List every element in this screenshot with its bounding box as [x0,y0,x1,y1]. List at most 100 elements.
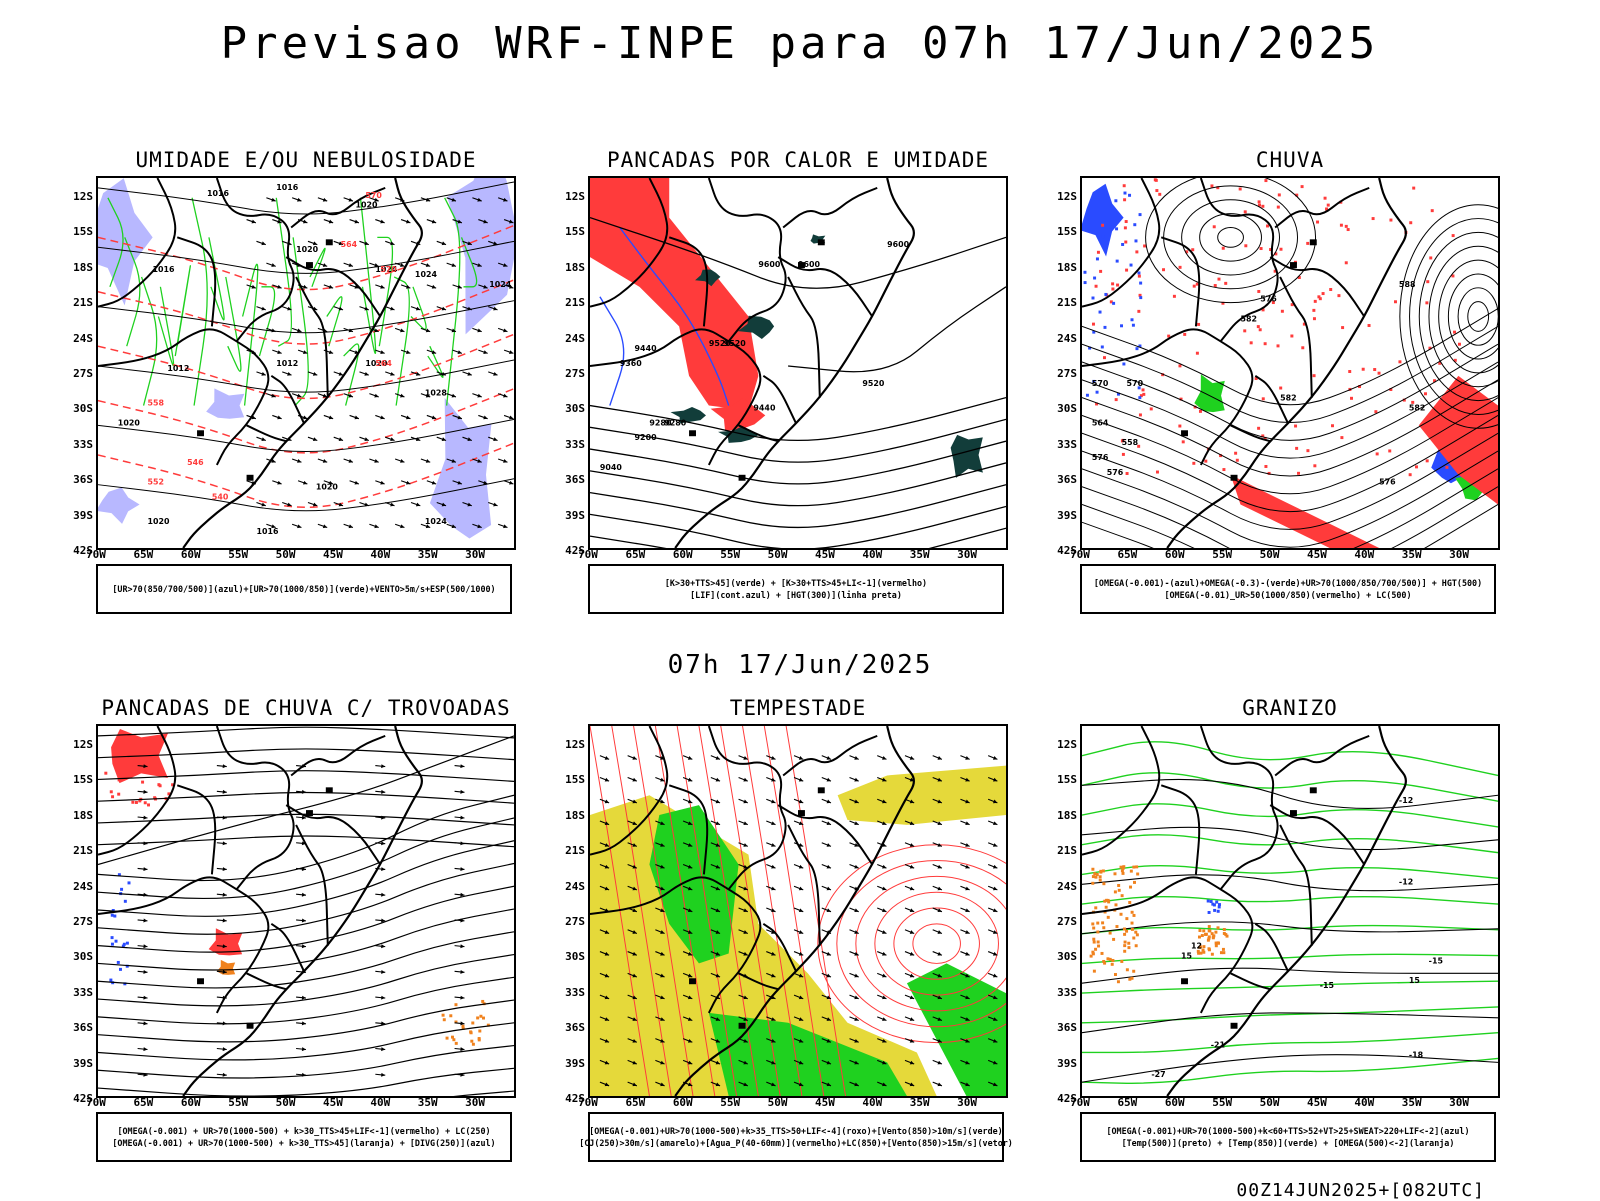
streamline-arrow [460,892,465,897]
wind-vector [798,908,804,913]
wind-vector [937,756,942,760]
wind-vector [503,524,508,529]
humidity-green-contour [444,197,461,406]
contour-label: 9520 [862,379,885,388]
lon-tick-label: 65W [625,1096,646,1109]
wind-vector [771,908,776,913]
map-canvas [98,726,514,1096]
wind-vector [798,886,804,891]
contour-label: 1020 [365,359,388,368]
wind-vector [965,973,970,978]
rain-red-speckle [1331,424,1334,428]
wind-vector [390,306,395,311]
contour-label: -21 [1211,1041,1225,1050]
lake-marker [325,239,333,246]
omega-blue-speckle [1123,191,1127,195]
omega-orange-speckle [1091,881,1095,885]
humidity-green-contour [410,286,427,330]
omega-orange-speckle [1207,937,1211,941]
jet-yellow-area [837,765,1006,825]
lat-tick-label: 39S [73,508,93,522]
streamline-arrow [143,1072,148,1077]
wind-vector [882,777,887,782]
temp500-contour [1082,778,1498,809]
country-border [782,186,878,229]
panel-title: PANCADAS POR CALOR E UMIDADE [606,148,989,172]
lat-tick-label: 24S [1057,879,1077,893]
omega-blue-speckle [1137,386,1141,390]
omega-blue-speckle [1131,323,1135,327]
omega-orange-speckle [1092,937,1096,941]
streamline-arrow [222,815,227,820]
omega-orange-speckle [1133,880,1136,884]
contour-label: 564 [1092,418,1109,427]
omega-orange-speckle [1207,948,1211,952]
wind-vector [937,1082,942,1087]
wind-vector [854,908,859,913]
contour-label: 540 [212,493,229,502]
omega-orange-speckle [1132,913,1136,917]
wind-vector [457,415,462,420]
wind-vector [400,328,405,333]
streamline [1438,259,1498,374]
wind-vector [632,1082,637,1087]
rain-red-speckle [1261,308,1265,312]
wind-vector [509,219,514,224]
rain-red-speckle [1258,203,1261,207]
rain-red-speckle [1111,287,1115,291]
lc850-contour [763,726,825,1096]
streamline [98,1022,514,1061]
height-contour [788,286,1006,373]
wind-vector [992,973,998,978]
streamline-arrow [222,1047,227,1052]
lon-tick-label: 35W [417,548,438,561]
wind-vector [477,459,482,463]
wind-vector [457,284,462,289]
lon-tick-label: 30W [957,1096,977,1109]
lc850-contour [590,726,650,1096]
lon-tick-label: 50W [275,548,296,561]
wind-vector [374,263,379,267]
omega-orange-speckle [1136,872,1140,876]
streamline-arrow [381,764,386,769]
wind-vector [348,524,353,529]
omega-orange-speckle [1214,941,1218,945]
lon-tick-label: 50W [1259,1096,1280,1109]
omega-orange-speckle [1130,976,1134,980]
omega-orange-speckle [1134,930,1138,934]
omega-orange-speckle [1091,867,1095,871]
streamline-arrow [222,789,227,794]
wind-vector [854,1082,859,1087]
storm-orange-speckle [470,1039,474,1043]
streamline-arrow [301,867,306,872]
wind-vector [271,524,276,529]
country-border [1082,726,1161,856]
streamline [1399,204,1498,429]
streamline [98,817,514,900]
temp850-contour [1082,772,1498,802]
lon-tick-label: 40W [1354,548,1375,561]
wind-vector [826,1017,831,1021]
streamline-arrow [143,1047,148,1052]
thickness-contour [98,442,514,508]
wind-vector [287,371,292,376]
omega-orange-speckle [1197,935,1201,939]
rain-red-speckle [1142,392,1146,396]
storm-red-speckle [134,800,138,804]
rain-red-speckle [1219,454,1223,458]
omega-blue-speckle [1138,396,1142,400]
rain-red-speckle [1120,439,1124,443]
rain-red-speckle [1167,334,1171,338]
wind-vector [348,197,353,202]
wind-vector [743,1017,748,1021]
wind-vector [632,995,637,1000]
country-border [707,726,787,890]
contour-label: 1028 [425,389,448,398]
streamline [1082,432,1498,530]
divergence-blue-speckle [117,873,121,877]
wind-vector [882,799,887,804]
omega-orange-speckle [1210,952,1214,956]
map-canvas [590,726,1006,1096]
streamline-arrow [381,918,386,923]
lat-tick-label: 36S [565,1021,585,1035]
